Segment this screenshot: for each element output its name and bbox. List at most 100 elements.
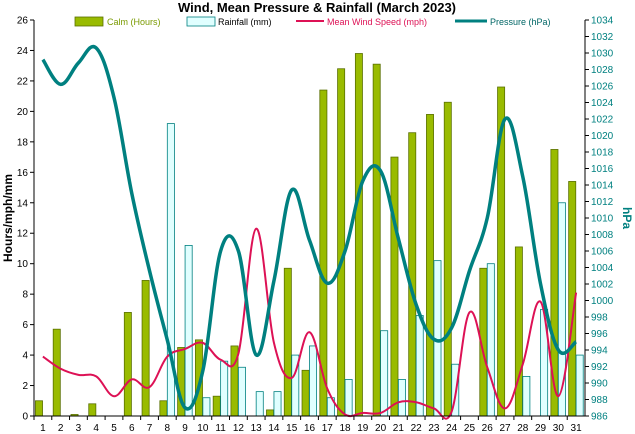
calm-bar [52, 328, 61, 417]
y2-axis-ticks: 986 988 990 992 994 996 998 1000 1002 1004 1006 100… [585, 16, 614, 423]
legend-label-calm: Calm (Hours) [107, 17, 161, 27]
x-tick-label: 24 [446, 423, 458, 434]
calm-bar [212, 395, 221, 417]
y2-tick-label: 1030 [591, 49, 614, 60]
y2-tick-label: 1010 [591, 214, 614, 225]
y2-tick-label: 1006 [591, 247, 614, 258]
x-tick-label: 12 [233, 423, 245, 434]
calm-bar [408, 132, 417, 417]
rainfall-bar [309, 345, 318, 417]
x-tick-label: 2 [58, 423, 64, 434]
y-tick-label: 0 [22, 412, 28, 423]
chart-title: Wind, Mean Pressure & Rainfall (March 20… [178, 0, 456, 15]
y2-tick-label: 1024 [591, 98, 614, 109]
calm-bar [123, 312, 132, 417]
x-tick-label: 28 [517, 423, 529, 434]
x-tick-label: 31 [571, 423, 583, 434]
axes [33, 20, 586, 417]
x-tick-label: 15 [286, 423, 298, 434]
x-tick-label: 6 [129, 423, 135, 434]
x-tick-label: 22 [411, 423, 423, 434]
x-tick-label: 5 [111, 423, 117, 434]
rainfall-bar [344, 379, 353, 417]
calm-bar [514, 246, 523, 417]
legend-label-pressure: Pressure (hPa) [490, 17, 551, 27]
y2-tick-label: 1004 [591, 263, 614, 274]
legend-label-wind: Mean Wind Speed (mph) [327, 17, 427, 27]
y2-tick-label: 996 [591, 329, 608, 340]
legend-swatch-rainfall [186, 16, 216, 27]
rainfall-bar [522, 375, 531, 417]
y-tick-label: 10 [17, 259, 29, 270]
y2-tick-label: 1016 [591, 164, 614, 175]
rainfall-bar [220, 360, 229, 417]
x-tick-label: 11 [215, 423, 226, 434]
y-tick-label: 20 [17, 107, 29, 118]
x-tick-label: 23 [428, 423, 440, 434]
y2-tick-label: 1018 [591, 148, 614, 159]
y2-tick-label: 990 [591, 379, 608, 390]
y2-tick-label: 986 [591, 412, 608, 423]
rainfall-bar [184, 245, 193, 417]
y-tick-label: 8 [22, 290, 28, 301]
x-axis-ticks: 1 2 3 4 5 6 7 8 9 10 11 12 13 14 15 16 17 18 19 20 21 22 23 24 2… [33, 416, 583, 434]
legend: Calm (Hours) Rainfall (mm) Mean Wind Spe… [74, 16, 551, 27]
lines [41, 44, 578, 420]
x-tick-label: 30 [553, 423, 565, 434]
pressure-line [41, 44, 578, 411]
y2-tick-label: 1012 [591, 197, 614, 208]
y-tick-label: 2 [22, 381, 28, 392]
y2-tick-label: 1008 [591, 230, 614, 241]
y2-tick-label: 1032 [591, 32, 614, 43]
y-tick-label: 4 [22, 351, 28, 362]
y2-tick-label: 998 [591, 313, 608, 324]
y-tick-label: 22 [17, 76, 29, 87]
x-tick-label: 21 [393, 423, 405, 434]
x-tick-label: 27 [499, 423, 511, 434]
calm-bar [301, 369, 310, 417]
y-tick-label: 14 [17, 198, 29, 209]
x-tick-label: 18 [339, 423, 351, 434]
calm-bar [266, 409, 274, 417]
x-tick-label: 8 [165, 423, 171, 434]
x-tick-label: 10 [197, 423, 209, 434]
wind-speed-line [42, 227, 578, 420]
y-axis-label: Hours/mph/mm [1, 174, 15, 262]
calm-bar [426, 114, 434, 417]
calm-bar [283, 267, 292, 417]
y2-tick-label: 992 [591, 362, 608, 373]
y2-tick-label: 1020 [591, 131, 614, 142]
rainfall-bar [255, 391, 264, 417]
rainfall-bar [397, 379, 406, 417]
y2-tick-label: 1028 [591, 65, 614, 76]
x-tick-label: 16 [304, 423, 316, 434]
calm-bar [141, 280, 150, 417]
calm-bar [35, 400, 43, 417]
y-tick-label: 26 [17, 16, 29, 27]
calm-bar [372, 63, 381, 417]
x-tick-label: 3 [76, 423, 82, 434]
calm-bar [88, 403, 97, 417]
x-tick-label: 1 [40, 423, 46, 434]
x-tick-label: 20 [375, 423, 387, 434]
calm-bar [443, 101, 452, 417]
y2-tick-label: 994 [591, 346, 608, 357]
y2-tick-label: 988 [591, 395, 608, 406]
rainfall-bar [273, 391, 282, 417]
y-tick-label: 18 [17, 137, 29, 148]
y-tick-label: 6 [22, 320, 28, 331]
x-tick-label: 26 [482, 423, 494, 434]
rainfall-bar [380, 330, 389, 417]
calm-bar [337, 68, 346, 417]
rainfall-bar [486, 263, 495, 417]
rainfall-bar [415, 315, 424, 417]
x-tick-label: 9 [182, 423, 188, 434]
y-tick-label: 24 [17, 46, 29, 57]
x-tick-label: 13 [251, 423, 263, 434]
y2-tick-label: 1034 [591, 16, 614, 27]
legend-swatch-calm [74, 16, 104, 27]
calm-bar [159, 400, 168, 417]
x-tick-label: 4 [93, 423, 99, 434]
